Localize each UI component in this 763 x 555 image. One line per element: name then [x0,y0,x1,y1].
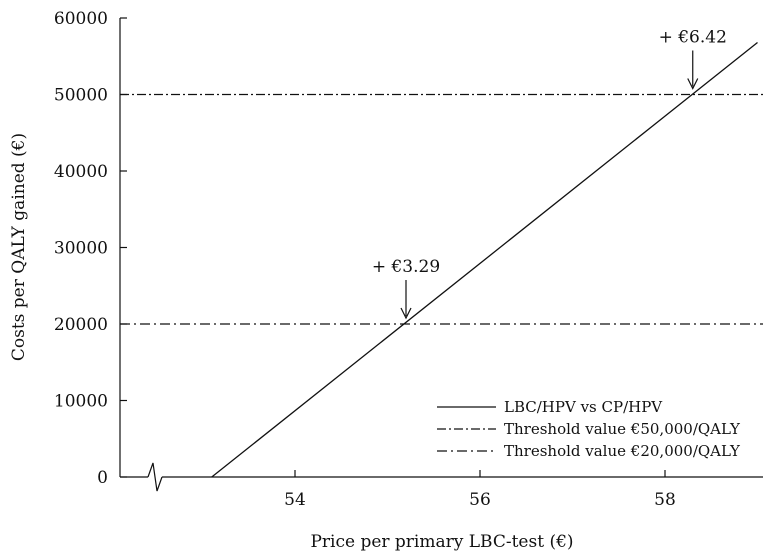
x-tick-label: 54 [284,490,306,510]
annotation-label: + €3.29 [372,257,440,277]
y-tick-label: 50000 [54,86,108,106]
annotation-arrow-head [687,78,699,90]
legend-label: Threshold value €50,000/QALY [504,420,741,438]
y-tick-label: 10000 [54,392,108,412]
y-tick-label: 20000 [54,315,108,335]
x-tick-label: 56 [469,490,491,510]
legend-label: Threshold value €20,000/QALY [504,442,741,460]
x-axis-break-mark [147,462,163,492]
x-axis-title: Price per primary LBC-test (€) [310,532,573,552]
x-tick-label: 58 [654,490,676,510]
legend-label: LBC/HPV vs CP/HPV [504,398,663,416]
y-tick-label: 40000 [54,162,108,182]
y-tick-label: 30000 [54,239,108,259]
annotation-label: + €6.42 [659,28,727,48]
y-axis-title: Costs per QALY gained (€) [9,133,29,361]
annotation-arrow-head [400,307,412,320]
series-line-0 [211,41,758,478]
y-tick-label: 60000 [54,9,108,29]
y-tick-label: 0 [97,468,108,488]
